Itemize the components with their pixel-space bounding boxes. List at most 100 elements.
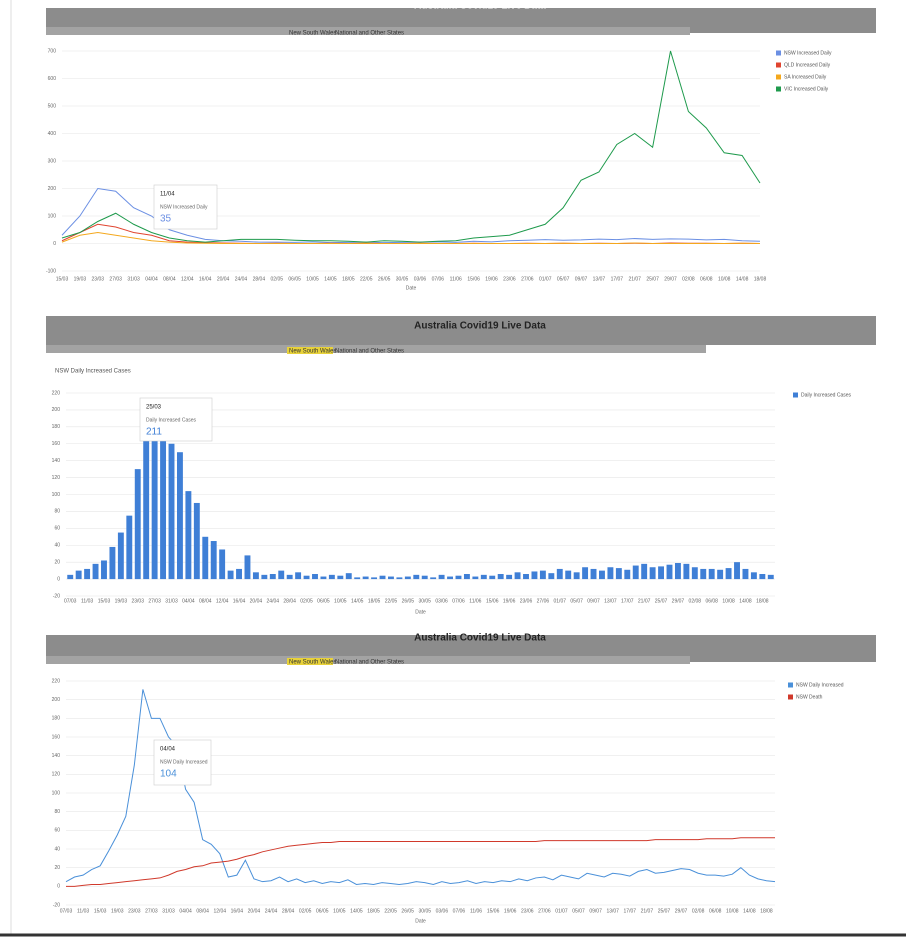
bar <box>742 568 749 580</box>
y-tick-label: 100 <box>52 790 61 796</box>
bar <box>143 400 150 580</box>
legend-label[interactable]: SA Increased Daily <box>784 74 827 80</box>
bar <box>261 574 268 580</box>
x-tick-label: 04/04 <box>145 276 158 282</box>
x-tick-label: 19/06 <box>503 598 516 604</box>
y-tick-label: 60 <box>54 526 60 532</box>
x-tick-label: 06/05 <box>288 276 301 282</box>
legend-label[interactable]: NSW Death <box>796 694 823 700</box>
y-tick-label: 20 <box>54 865 60 871</box>
x-tick-label: 14/05 <box>350 908 363 914</box>
y-tick-label: 140 <box>52 753 61 759</box>
x-tick-label: 11/06 <box>469 598 481 604</box>
header-title: Australia Covid19 Live Data <box>414 321 546 332</box>
bar <box>523 574 529 580</box>
y-tick-label: 500 <box>48 103 57 109</box>
y-tick-label: 200 <box>52 697 61 703</box>
x-tick-label: 13/07 <box>606 908 619 914</box>
bar <box>109 546 116 580</box>
x-tick-label: 02/05 <box>300 598 313 604</box>
legend-label[interactable]: NSW Daily Increased <box>796 682 844 688</box>
x-tick-label: 15/03 <box>94 908 107 914</box>
legend-label[interactable]: NSW Increased Daily <box>784 50 832 56</box>
bar <box>472 576 479 580</box>
x-tick-label: 14/05 <box>351 598 364 604</box>
y-tick-label: 80 <box>54 509 60 515</box>
legend-label[interactable]: VIC Increased Daily <box>784 86 829 92</box>
bar <box>463 574 470 580</box>
x-tick-label: 16/04 <box>233 598 246 604</box>
tab-label[interactable]: National and Other States <box>335 349 404 355</box>
bar <box>683 563 690 580</box>
bar <box>168 443 175 580</box>
y-tick-label: 600 <box>48 76 57 82</box>
x-tick-label: 02/08 <box>682 276 695 282</box>
x-tick-label: 23/06 <box>521 908 534 914</box>
bar <box>632 565 639 580</box>
y-tick-label: 220 <box>52 390 61 396</box>
bar <box>67 574 74 580</box>
y-tick-label: 200 <box>52 407 61 413</box>
x-tick-label: 23/03 <box>128 908 141 914</box>
tooltip-box <box>153 739 212 786</box>
y-tick-label: 40 <box>54 846 60 852</box>
x-tick-label: 04/04 <box>182 598 195 604</box>
x-tick-label: 03/06 <box>414 276 427 282</box>
header-bar <box>46 316 876 345</box>
x-tick-label: 24/04 <box>265 908 278 914</box>
tab-highlight <box>287 347 333 354</box>
tab-label[interactable]: New South Wales <box>289 660 336 666</box>
legend-label[interactable]: Daily Increased Cases <box>801 392 852 398</box>
x-tick-label: 05/07 <box>557 276 570 282</box>
tooltip-date: 11/04 <box>160 192 175 198</box>
bar <box>176 452 183 580</box>
x-tick-label: 09/07 <box>587 598 600 604</box>
x-tick-label: 01/07 <box>539 276 552 282</box>
bar <box>582 567 589 580</box>
y-tick-label: 160 <box>52 734 61 740</box>
bar <box>219 549 226 580</box>
tab-label[interactable]: New South Wales <box>289 31 336 37</box>
y-tick-label: 180 <box>52 716 61 722</box>
y-tick-label: -100 <box>46 268 56 274</box>
bar <box>193 502 200 580</box>
y-tick-label: 220 <box>52 678 61 684</box>
x-tick-label: 27/03 <box>109 276 122 282</box>
x-tick-label: 03/06 <box>435 598 448 604</box>
bar <box>539 570 546 580</box>
bar <box>641 563 648 580</box>
tab-label[interactable]: National and Other States <box>335 660 404 666</box>
legend-swatch <box>788 694 793 700</box>
tooltip-label: Daily Increased Cases <box>146 417 197 423</box>
bar <box>489 575 496 580</box>
x-tick-label: 05/07 <box>572 908 585 914</box>
bar <box>624 569 631 580</box>
x-tick-label: 30/05 <box>419 908 432 914</box>
x-tick-label: 07/03 <box>64 598 77 604</box>
x-tick-label: 15/03 <box>98 598 111 604</box>
x-tick-label: 26/05 <box>402 598 415 604</box>
bar <box>514 572 521 580</box>
line <box>61 50 761 243</box>
x-tick-label: 11/03 <box>77 908 89 914</box>
x-tick-label: 23/06 <box>503 276 516 282</box>
legend-label[interactable]: QLD Increased Daily <box>784 62 831 68</box>
x-tick-label: 29/07 <box>664 276 677 282</box>
tooltip-label: NSW Increased Daily <box>160 204 208 210</box>
x-tick-label: 17/07 <box>611 276 624 282</box>
legend-swatch <box>793 392 798 398</box>
bar <box>615 568 622 580</box>
bar <box>725 568 732 580</box>
legend-swatch <box>776 86 781 92</box>
tab-label[interactable]: National and Other States <box>335 31 404 37</box>
y-tick-label: 120 <box>52 475 61 481</box>
y-tick-label: 20 <box>54 559 60 565</box>
tab-label[interactable]: New South Wales <box>289 349 336 355</box>
line <box>66 837 775 887</box>
x-tick-label: 19/06 <box>485 276 498 282</box>
x-tick-label: 25/07 <box>646 276 659 282</box>
x-tick-label: 07/06 <box>432 276 445 282</box>
x-tick-label: 25/07 <box>655 598 668 604</box>
bar <box>134 469 141 580</box>
bar <box>607 567 614 580</box>
